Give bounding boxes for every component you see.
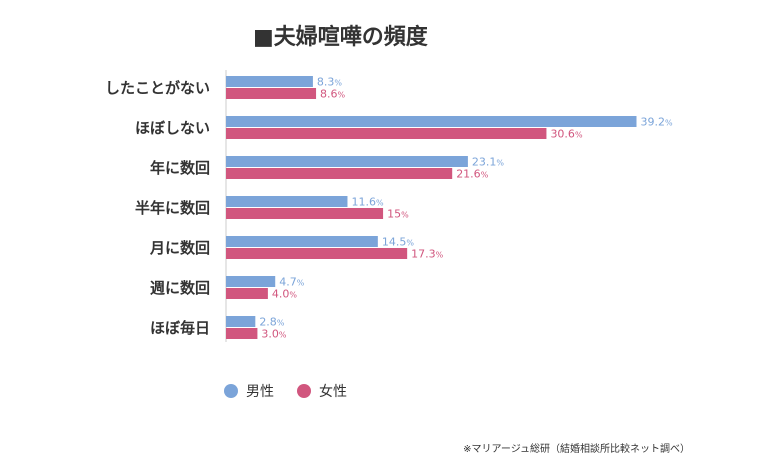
- bar-female: [226, 128, 547, 139]
- category-label: ほぼ毎日: [150, 319, 210, 337]
- legend-label: 男性: [246, 384, 274, 400]
- category-label: 年に数回: [150, 159, 210, 177]
- data-label: 15%: [387, 208, 409, 221]
- data-label: 4.0%: [272, 288, 298, 301]
- bar-female: [226, 248, 408, 259]
- data-label: 4.7%: [279, 276, 305, 289]
- data-label: 17.3%: [411, 248, 444, 261]
- category-label: ほぼしない: [135, 119, 210, 137]
- bar-male: [226, 116, 637, 127]
- bar-male: [226, 156, 468, 167]
- category-label: したことがない: [105, 79, 210, 97]
- data-label: 8.3%: [317, 76, 343, 89]
- legend-marker-male: [224, 384, 238, 398]
- category-label: 週に数回: [150, 279, 210, 297]
- data-label: 30.6%: [550, 128, 583, 141]
- bar-female: [226, 328, 258, 339]
- bar-male: [226, 276, 276, 287]
- bar-female: [226, 208, 384, 219]
- data-label: 8.6%: [320, 88, 346, 101]
- bar-male: [226, 316, 256, 327]
- chart-title: ■夫婦喧嘩の頻度: [253, 24, 429, 50]
- data-label: 2.8%: [259, 316, 285, 329]
- data-label: 23.1%: [472, 156, 505, 169]
- data-label: 11.6%: [351, 196, 384, 209]
- data-label: 14.5%: [382, 236, 415, 249]
- category-label: 月に数回: [149, 239, 210, 257]
- bar-female: [226, 288, 268, 299]
- bar-male: [226, 196, 348, 207]
- bars-group: したことがない 8.3%8.6%ほぼしない 39.2%30.6%年に数回 23.1%2…: [105, 76, 673, 341]
- data-label: 39.2%: [641, 116, 674, 129]
- data-label: 21.6%: [456, 168, 489, 181]
- bar-female: [226, 168, 453, 179]
- legend-label: 女性: [319, 383, 347, 400]
- bar-male: [226, 76, 313, 87]
- bar-female: [226, 88, 317, 99]
- legend-marker-female: [297, 384, 311, 398]
- bar-male: [226, 236, 378, 247]
- data-label: 3.0%: [261, 328, 287, 341]
- legend: 男性 女性: [224, 383, 347, 400]
- source-note: ※マリアージュ総研（結婚相談所比較ネット調べ）: [463, 442, 690, 455]
- category-label: 半年に数回: [135, 199, 210, 217]
